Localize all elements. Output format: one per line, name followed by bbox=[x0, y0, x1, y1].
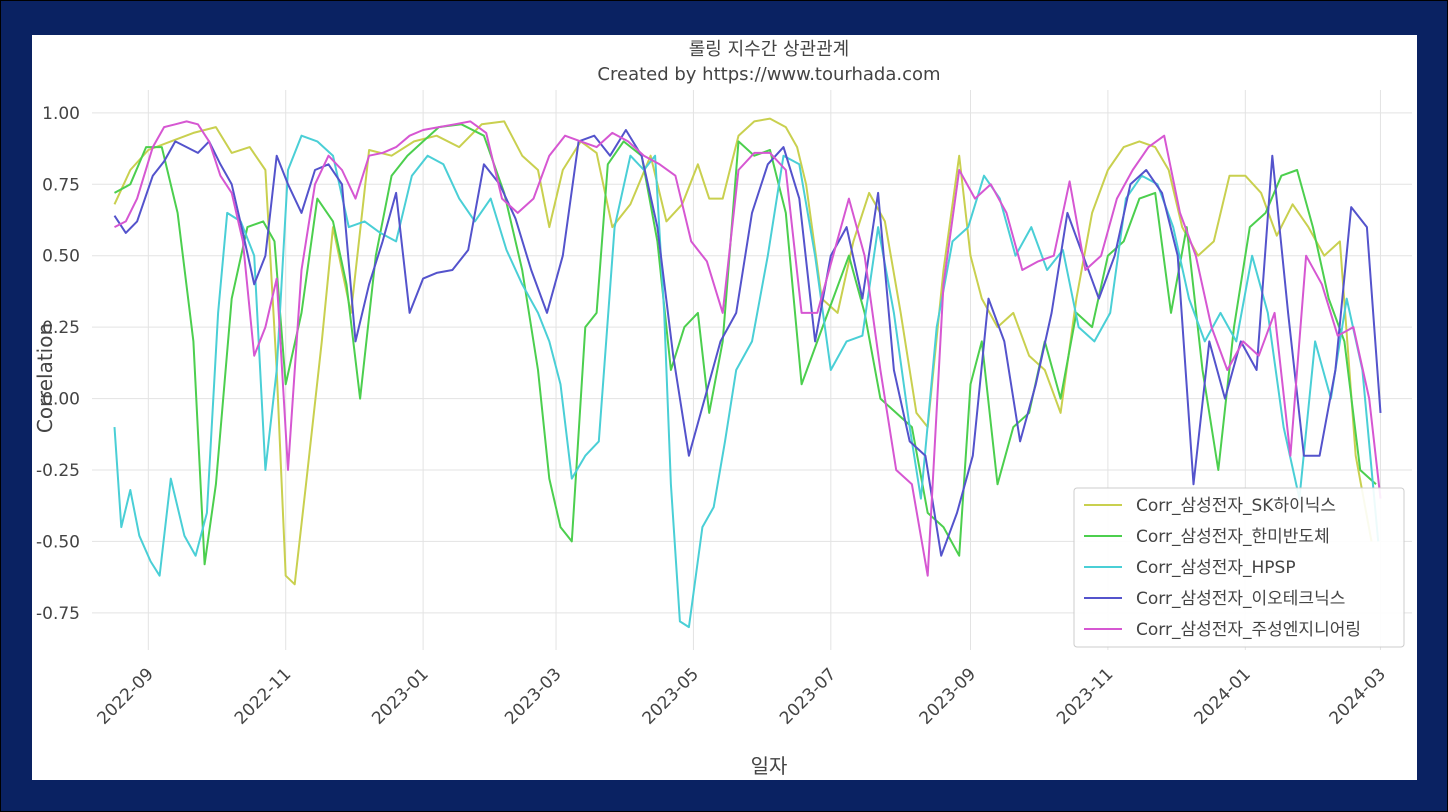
chart-panel: 롤링 지수간 상관관계 Created by https://www.tourh… bbox=[32, 35, 1417, 780]
x-tick-label: 2023-11 bbox=[1053, 664, 1117, 728]
y-axis-label: Correlation bbox=[33, 323, 57, 433]
legend-label: Corr_삼성전자_주성엔지니어링 bbox=[1136, 620, 1361, 640]
series-line-5 bbox=[114, 120, 1382, 577]
series-line-1 bbox=[113, 117, 1373, 586]
y-tick-label: -0.75 bbox=[36, 604, 80, 624]
series-line-3 bbox=[113, 134, 1380, 629]
legend-label: Corr_삼성전자_SK하이닉스 bbox=[1136, 496, 1336, 516]
correlation-chart: 롤링 지수간 상관관계 Created by https://www.tourh… bbox=[33, 39, 1412, 778]
legend-label: Corr_삼성전자_한미반도체 bbox=[1136, 527, 1330, 547]
y-tick-label: -0.50 bbox=[36, 532, 80, 552]
legend-label: Corr_삼성전자_이오테크닉스 bbox=[1136, 589, 1345, 609]
legend-label: Corr_삼성전자_HPSP bbox=[1136, 558, 1296, 578]
x-tick-label: 2023-03 bbox=[501, 664, 565, 728]
series-line-4 bbox=[113, 129, 1382, 557]
x-axis-label: 일자 bbox=[751, 754, 788, 778]
x-tick-label: 2023-05 bbox=[639, 664, 703, 728]
legend: Corr_삼성전자_SK하이닉스 Corr_삼성전자_한미반도체 Corr_삼성전자… bbox=[1073, 487, 1405, 648]
y-tick-label: 1.00 bbox=[42, 104, 80, 124]
x-tick-label: 2024-01 bbox=[1190, 664, 1254, 728]
x-tick-label: 2023-01 bbox=[368, 664, 432, 728]
y-tick-labels: 1.00 0.75 0.50 0.25 0.00 -0.25 -0.50 -0.75 bbox=[36, 104, 80, 624]
x-tick-label: 2022-09 bbox=[93, 664, 157, 728]
y-tick-label: 0.25 bbox=[42, 318, 80, 338]
chart-subtitle: Created by https://www.tourhada.com bbox=[597, 64, 940, 85]
y-tick-label: 0.50 bbox=[42, 247, 80, 267]
x-tick-label: 2023-09 bbox=[916, 664, 980, 728]
series-lines bbox=[113, 117, 1382, 629]
legend-box bbox=[1073, 487, 1405, 648]
y-tick-label: 0.75 bbox=[42, 175, 80, 195]
y-tick-label: 0.00 bbox=[42, 390, 80, 410]
x-tick-label: 2022-11 bbox=[231, 664, 295, 728]
x-tick-label: 2023-07 bbox=[776, 664, 840, 728]
y-tick-label: -0.25 bbox=[36, 461, 80, 481]
chart-title: 롤링 지수간 상관관계 bbox=[689, 39, 849, 60]
x-tick-label: 2024-03 bbox=[1326, 664, 1390, 728]
x-tick-labels: 2022-09 2022-11 2023-01 2023-03 2023-05 2023-… bbox=[93, 664, 1390, 728]
